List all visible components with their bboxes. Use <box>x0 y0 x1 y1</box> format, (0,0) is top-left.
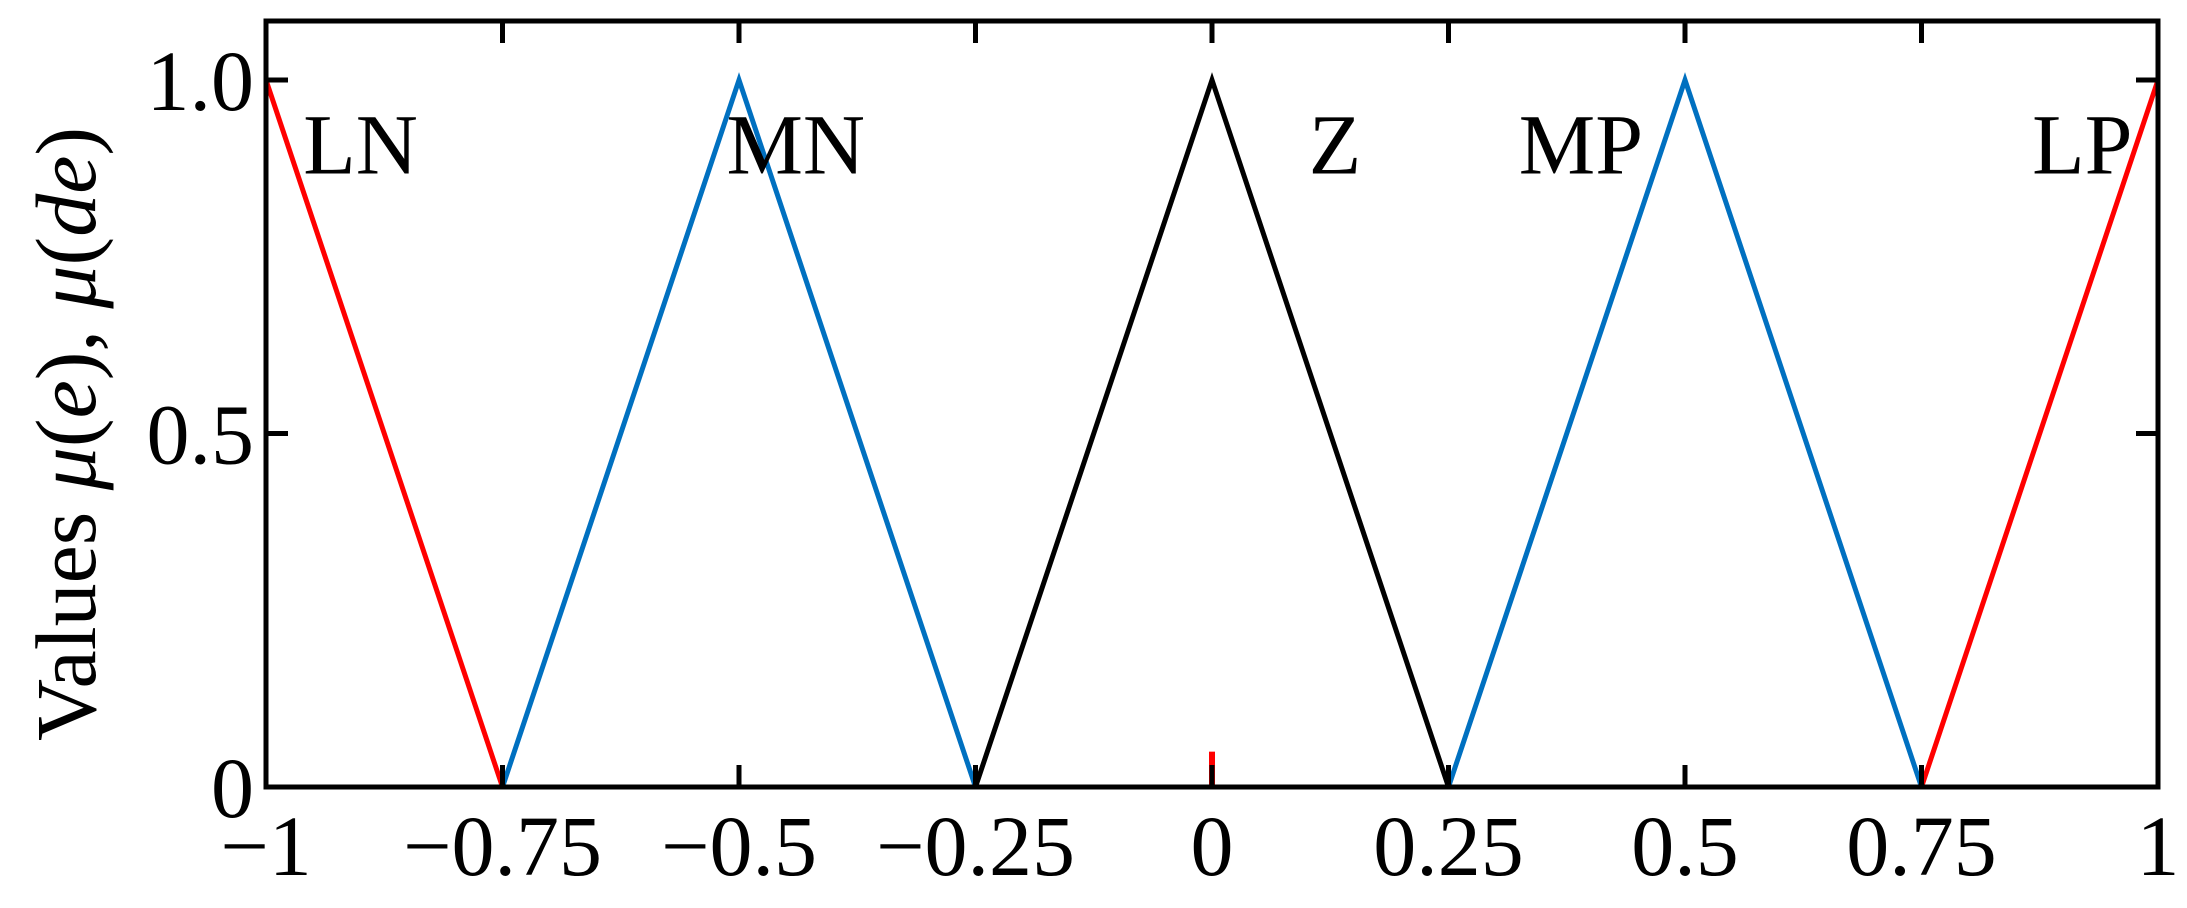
y-axis-title-arg-2: de <box>18 156 114 237</box>
y-axis-title-separator: , <box>18 309 114 352</box>
series-line-ln <box>263 79 505 788</box>
series-line-z <box>973 72 1451 788</box>
y-tick-label-0: 0 <box>211 740 254 836</box>
y-axis-title-arg-1: e <box>18 380 114 418</box>
x-tick-label-7: 0.75 <box>1846 798 1997 894</box>
x-tick-label-0: −1 <box>220 798 312 894</box>
mf-label-ln: LN <box>303 97 418 193</box>
mf-label-mp: MP <box>1519 97 1643 193</box>
y-axis-title-open-paren-2: ( <box>18 237 114 266</box>
mf-label-mn: MN <box>726 97 865 193</box>
y-axis-title-close-paren-2: ) <box>18 127 114 156</box>
series-line-lp <box>1919 79 2161 788</box>
x-tick-label-4: 0 <box>1191 798 1234 894</box>
plot-frame <box>263 18 2161 790</box>
y-axis-title: Values μ(e), μ(de) <box>18 127 114 741</box>
x-tick-label-3: −0.25 <box>876 798 1075 894</box>
mf-label-lp: LP <box>2032 97 2132 193</box>
series-line-mn <box>500 72 978 788</box>
series-line-mp <box>1446 72 1924 788</box>
x-tick-label-5: 0.25 <box>1373 798 1524 894</box>
series-layer <box>263 72 2161 788</box>
mf-label-z: Z <box>1309 97 1362 193</box>
x-tick-label-1: −0.75 <box>403 798 602 894</box>
y-axis-title-open-paren-1: ( <box>18 418 114 447</box>
x-tick-label-6: 0.5 <box>1631 798 1739 894</box>
y-axis-title-prefix: Values <box>18 490 114 741</box>
tick-layer: −1 −0.75 −0.5 −0.25 0 0.25 0.5 0.75 1 0 0.5 1.0 <box>147 21 2180 894</box>
y-tick-label-2: 1.0 <box>147 33 255 129</box>
x-tick-label-8: 1 <box>2137 798 2180 894</box>
label-layer: LN MN Z MP LP <box>303 97 2132 193</box>
y-tick-label-1: 0.5 <box>147 387 255 483</box>
y-axis-title-close-paren-1: ) <box>18 352 114 381</box>
x-tick-label-2: −0.5 <box>661 798 817 894</box>
y-axis-title-mu-2: μ <box>18 265 114 309</box>
y-axis-title-mu-1: μ <box>18 447 114 491</box>
